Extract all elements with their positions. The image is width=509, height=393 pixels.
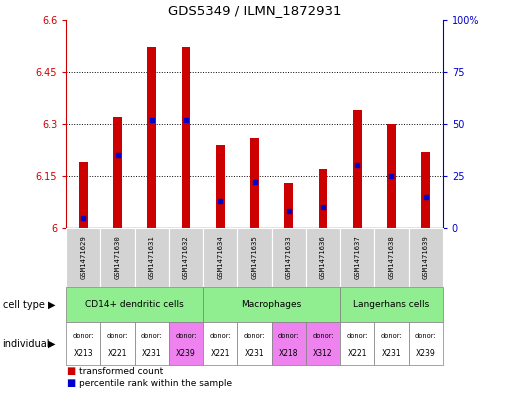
Text: X213: X213 <box>73 349 93 358</box>
Text: donor:: donor: <box>209 333 231 339</box>
Text: donor:: donor: <box>244 333 265 339</box>
Point <box>216 198 224 204</box>
Text: GSM1471633: GSM1471633 <box>286 235 292 279</box>
Bar <box>285 183 293 228</box>
Text: X221: X221 <box>348 349 367 358</box>
Point <box>148 116 156 123</box>
Point <box>387 173 395 179</box>
Text: ▶: ▶ <box>48 299 56 310</box>
Bar <box>113 117 122 228</box>
Point <box>182 116 190 123</box>
Point <box>353 162 361 169</box>
Bar <box>353 110 361 228</box>
Text: GSM1471629: GSM1471629 <box>80 235 87 279</box>
Text: donor:: donor: <box>415 333 437 339</box>
Text: GSM1471639: GSM1471639 <box>422 235 429 279</box>
Text: donor:: donor: <box>347 333 368 339</box>
Bar <box>79 162 88 228</box>
Text: percentile rank within the sample: percentile rank within the sample <box>79 379 232 387</box>
Bar <box>387 124 395 228</box>
Text: individual: individual <box>3 339 50 349</box>
Text: X218: X218 <box>279 349 298 358</box>
Bar <box>409 322 443 365</box>
Bar <box>66 228 100 287</box>
Title: GDS5349 / ILMN_1872931: GDS5349 / ILMN_1872931 <box>168 4 341 17</box>
Text: GSM1471637: GSM1471637 <box>354 235 360 279</box>
Text: donor:: donor: <box>72 333 94 339</box>
Bar <box>250 138 259 228</box>
Bar <box>272 228 306 287</box>
Bar <box>237 228 272 287</box>
Bar <box>306 228 340 287</box>
Text: ■: ■ <box>66 366 75 376</box>
Bar <box>237 322 272 365</box>
Text: X239: X239 <box>176 349 196 358</box>
Point <box>319 204 327 210</box>
Text: Langerhans cells: Langerhans cells <box>353 300 430 309</box>
Text: GSM1471634: GSM1471634 <box>217 235 223 279</box>
Point <box>114 152 122 158</box>
Bar <box>135 228 169 287</box>
Text: CD14+ dendritic cells: CD14+ dendritic cells <box>86 300 184 309</box>
Text: GSM1471632: GSM1471632 <box>183 235 189 279</box>
Text: transformed count: transformed count <box>79 367 163 376</box>
Text: X221: X221 <box>108 349 127 358</box>
Text: GSM1471636: GSM1471636 <box>320 235 326 279</box>
Bar <box>203 287 340 322</box>
Text: X239: X239 <box>416 349 436 358</box>
Text: X231: X231 <box>245 349 264 358</box>
Text: donor:: donor: <box>107 333 128 339</box>
Point <box>250 179 259 185</box>
Bar <box>203 228 237 287</box>
Bar <box>306 322 340 365</box>
Text: ■: ■ <box>66 378 75 388</box>
Bar <box>100 322 135 365</box>
Point <box>285 208 293 215</box>
Text: X231: X231 <box>382 349 401 358</box>
Text: donor:: donor: <box>141 333 162 339</box>
Bar <box>374 228 409 287</box>
Bar <box>66 287 203 322</box>
Point <box>79 214 88 220</box>
Text: donor:: donor: <box>278 333 300 339</box>
Text: GSM1471635: GSM1471635 <box>251 235 258 279</box>
Bar <box>409 228 443 287</box>
Bar <box>319 169 327 228</box>
Text: cell type: cell type <box>3 299 44 310</box>
Text: GSM1471630: GSM1471630 <box>115 235 121 279</box>
Text: X231: X231 <box>142 349 161 358</box>
Text: donor:: donor: <box>175 333 197 339</box>
Bar <box>340 287 443 322</box>
Bar <box>374 322 409 365</box>
Bar <box>135 322 169 365</box>
Text: ▶: ▶ <box>48 339 56 349</box>
Bar <box>340 322 374 365</box>
Bar <box>169 228 203 287</box>
Text: donor:: donor: <box>312 333 334 339</box>
Text: GSM1471638: GSM1471638 <box>388 235 394 279</box>
Text: Macrophages: Macrophages <box>241 300 302 309</box>
Bar <box>182 48 190 228</box>
Text: X221: X221 <box>211 349 230 358</box>
Bar <box>148 48 156 228</box>
Bar <box>100 228 135 287</box>
Bar <box>203 322 237 365</box>
Bar <box>66 322 100 365</box>
Bar <box>169 322 203 365</box>
Point <box>421 193 430 200</box>
Text: donor:: donor: <box>381 333 402 339</box>
Text: X312: X312 <box>313 349 333 358</box>
Bar <box>421 152 430 228</box>
Bar <box>216 145 224 228</box>
Text: GSM1471631: GSM1471631 <box>149 235 155 279</box>
Bar <box>340 228 374 287</box>
Bar <box>272 322 306 365</box>
